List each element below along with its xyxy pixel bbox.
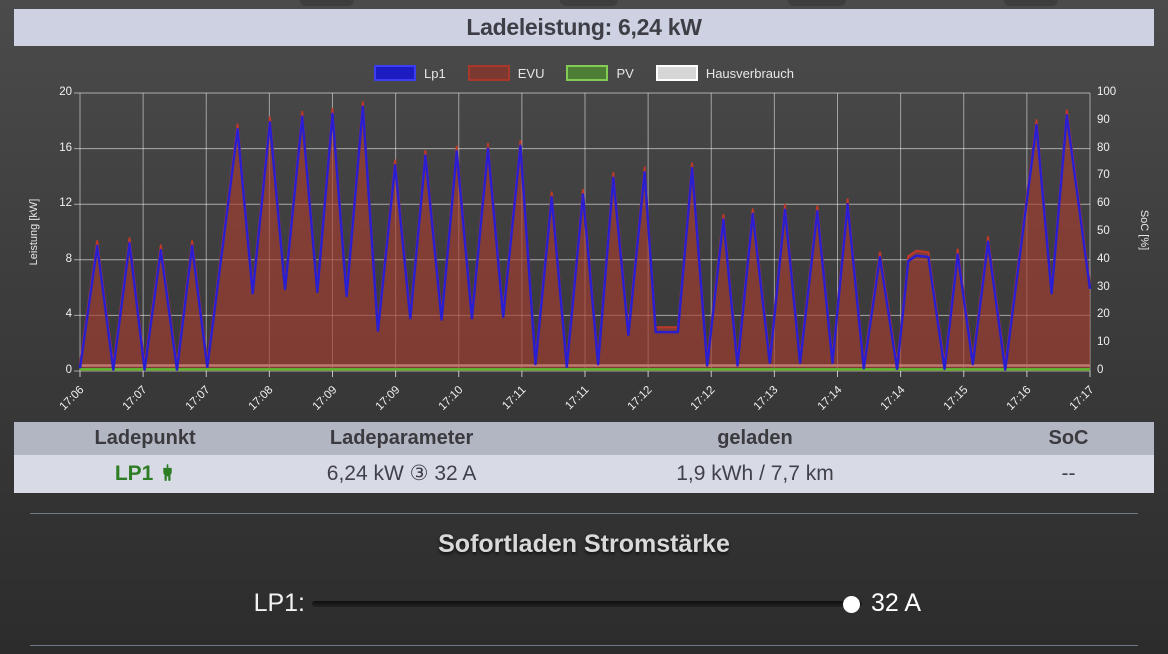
sofortladen-title: Sofortladen Stromstärke: [438, 530, 730, 558]
axis-tick-label: 70: [1097, 169, 1110, 182]
axis-tick-label: 60: [1097, 197, 1110, 210]
axis-tick-label: 90: [1097, 113, 1110, 126]
slider-label-lp1: LP1:: [253, 589, 305, 617]
chargepoint-cell: LP1: [14, 455, 276, 493]
legend-swatch-icon: [374, 65, 417, 81]
legend-item-lp1[interactable]: Lp1: [374, 65, 446, 81]
axis-tick-label: 10: [1097, 336, 1110, 349]
axis-tick-label: 20: [59, 86, 72, 98]
table-header-ladepunkt: Ladepunkt: [94, 427, 196, 449]
axis-tick-label: 0: [65, 364, 72, 376]
plug-icon: [163, 464, 173, 481]
ladeparameter-cell: 6,24 kW ③ 32 A: [326, 462, 477, 485]
axis-tick-label: 4: [65, 308, 72, 321]
top-cutoff-button[interactable]: [1004, 0, 1058, 6]
legend-swatch-icon: [566, 65, 609, 81]
axis-tick-label: 50: [1097, 225, 1110, 237]
axis-tick-label: 20: [1097, 308, 1110, 321]
axis-tick-label: 80: [1097, 141, 1110, 154]
top-cutoff-button[interactable]: [788, 0, 846, 6]
y-axis-label-left: Leistung [kW]: [28, 198, 40, 266]
axis-tick-label: 30: [1097, 280, 1110, 293]
axis-tick-label: 16: [59, 141, 72, 154]
top-cutoff-button[interactable]: [300, 0, 354, 6]
legend-label: PV: [616, 65, 634, 81]
table-row: LP1 6,24 kW ③ 32 A 1,9 kWh / 7,7 km --: [14, 455, 1154, 493]
table-header-row: Ladepunkt Ladeparameter geladen SoC: [14, 422, 1154, 455]
table-header-soc: SoC: [1048, 427, 1089, 449]
section-divider-bottom: [30, 645, 1138, 646]
legend-swatch-icon: [655, 65, 698, 81]
current-slider-track[interactable]: [312, 601, 862, 607]
chargepoint-table: Ladepunkt Ladeparameter geladen SoC LP1 6,2…: [14, 422, 1154, 493]
axis-tick-label: 8: [65, 252, 72, 265]
legend-label: Lp1: [424, 65, 446, 81]
current-slider-thumb[interactable]: [842, 596, 860, 613]
legend-label: EVU: [517, 65, 545, 81]
table-header-geladen: geladen: [717, 427, 793, 449]
top-cutoff-button[interactable]: [560, 0, 618, 6]
legend-item-hausverbrauch[interactable]: Hausverbrauch: [655, 65, 794, 81]
legend-item-pv[interactable]: PV: [566, 65, 634, 81]
table-header-ladeparameter: Ladeparameter: [329, 427, 474, 449]
geladen-cell: 1,9 kWh / 7,7 km: [676, 462, 834, 485]
section-divider-top: [30, 513, 1138, 514]
legend-swatch-icon: [467, 65, 510, 81]
power-soc-chart: [74, 92, 1092, 377]
soc-cell: --: [1061, 462, 1076, 485]
legend-item-evu[interactable]: EVU: [467, 65, 545, 81]
page-title: Ladeleistung: 6,24 kW: [14, 9, 1154, 46]
y-axis-label-right: SoC [%]: [1138, 209, 1150, 251]
chargepoint-name: LP1: [114, 462, 154, 485]
chart-legend: Lp1 EVU PV Hausverbrauch: [0, 62, 1168, 84]
legend-label: Hausverbrauch: [705, 65, 794, 81]
axis-tick-label: 40: [1097, 252, 1110, 265]
axis-tick-label: 0: [1097, 364, 1104, 376]
axis-tick-label: 100: [1097, 86, 1117, 98]
slider-value: 32 A: [871, 589, 922, 617]
axis-tick-label: 12: [59, 197, 72, 210]
